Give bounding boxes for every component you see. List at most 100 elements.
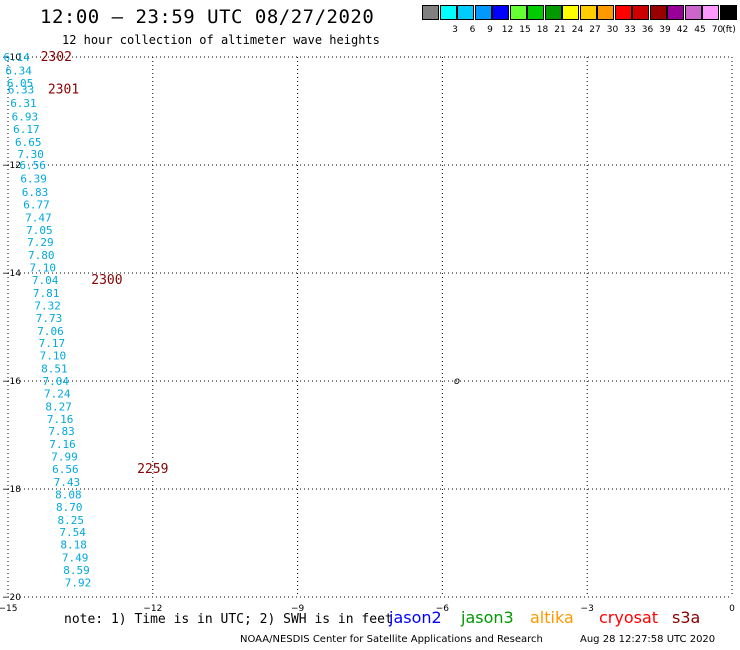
legend-label: 9 — [487, 25, 493, 35]
swh-label: 7.43 — [54, 476, 81, 489]
legend-label: 3 — [452, 25, 458, 35]
legend-label: 42 — [676, 25, 689, 35]
swh-label: 8.27 — [45, 400, 72, 413]
swh-label: 7.32 — [34, 299, 61, 312]
legend-swatch — [439, 5, 457, 20]
legend-swatch — [422, 5, 439, 20]
legend-label: 36 — [641, 25, 654, 35]
swh-label: 7.10 — [40, 350, 67, 363]
swh-label: 6.65 — [15, 136, 42, 149]
lat-tick-label: −12 — [2, 161, 21, 171]
legend-label: 33 — [624, 25, 636, 35]
swh-label: 7.73 — [36, 312, 63, 325]
swh-label: 6.33 — [8, 83, 35, 96]
satellite-altika: altika — [530, 608, 574, 627]
legend-swatch — [492, 5, 509, 20]
credit-line: NOAA/NESDIS Center for Satellite Applica… — [240, 634, 543, 645]
time-label: 2301 — [48, 82, 79, 97]
legend-unit: (ft) — [722, 25, 736, 35]
time-label: 2302 — [41, 50, 72, 65]
swh-label: 6.39 — [20, 173, 47, 186]
swh-label: 7.99 — [51, 451, 78, 464]
page-subtitle: 12 hour collection of altimeter wave hei… — [62, 33, 380, 47]
lon-tick-label: −6 — [436, 604, 450, 614]
island-marker: o — [454, 376, 460, 387]
page-title: 12:00 – 23:59 UTC 08/27/2020 — [40, 6, 375, 28]
satellite-jason2: jason2 — [389, 608, 442, 627]
legend-swatch — [649, 5, 667, 20]
legend-label: 15 — [519, 25, 531, 35]
legend-swatch — [544, 5, 562, 20]
legend-label: 18 — [536, 25, 549, 35]
swh-label: 8.59 — [63, 564, 90, 577]
legend-label: 70 — [711, 25, 724, 35]
legend-label: 39 — [659, 25, 671, 35]
swh-label: 6.31 — [10, 97, 37, 110]
swh-label: 6.93 — [12, 110, 39, 123]
swh-label: 7.05 — [26, 224, 53, 237]
swh-label: 7.80 — [28, 249, 55, 262]
legend-label: 6 — [469, 25, 476, 35]
lat-tick-label: −10 — [2, 53, 21, 63]
swh-label: 7.83 — [48, 425, 75, 438]
legend-swatch — [667, 5, 684, 20]
generation-timestamp: Aug 28 12:27:58 UTC 2020 — [580, 634, 716, 645]
time-label: 2300 — [91, 273, 122, 288]
swh-label: 8.18 — [60, 539, 87, 552]
swh-label: 8.25 — [57, 514, 84, 527]
lat-tick-label: −20 — [2, 593, 21, 603]
swh-label: 6.14 — [3, 51, 30, 64]
swh-label: 7.04 — [32, 274, 59, 287]
swh-label: 7.49 — [62, 552, 89, 565]
swh-label: 6.77 — [23, 198, 50, 211]
legend-label: 24 — [571, 25, 584, 35]
footer-note: note: 1) Time is in UTC; 2) SWH is in fe… — [64, 612, 393, 627]
swh-label: 6.83 — [22, 186, 49, 199]
swh-label: 7.06 — [37, 325, 64, 338]
lon-tick-label: −12 — [143, 604, 162, 614]
swh-label: 8.08 — [55, 488, 82, 501]
swh-label: 6.56 — [19, 159, 46, 172]
swh-label: 6.17 — [13, 123, 40, 136]
legend-swatch — [579, 5, 597, 20]
swh-label: 7.81 — [33, 287, 60, 300]
legend-swatch — [702, 5, 719, 20]
swh-label: 7.10 — [30, 262, 57, 275]
legend-label: 30 — [606, 25, 619, 35]
legend-swatch — [614, 5, 632, 20]
legend-swatch — [474, 5, 492, 20]
swh-label: 7.54 — [59, 526, 86, 539]
swh-label: 7.16 — [49, 438, 76, 451]
swh-label: 7.92 — [65, 576, 92, 589]
swh-label: 8.70 — [56, 501, 83, 514]
legend-swatch — [719, 5, 737, 20]
legend-swatch — [597, 5, 614, 20]
legend-swatch — [509, 5, 527, 20]
lon-tick-label: −3 — [581, 604, 594, 614]
time-label: 2259 — [137, 462, 168, 477]
legend-label: 27 — [589, 25, 601, 35]
legend-swatch — [562, 5, 579, 20]
swh-label: 7.04 — [43, 375, 70, 388]
legend-label: 21 — [554, 25, 566, 35]
legend-swatch — [527, 5, 544, 20]
swh-label: 7.47 — [25, 211, 52, 224]
swh-label: 7.17 — [39, 337, 66, 350]
swh-label: 7.24 — [44, 387, 71, 400]
satellite-jason3: jason3 — [461, 608, 514, 627]
legend-label: 12 — [501, 25, 514, 35]
lon-tick-label: 0 — [729, 604, 735, 614]
satellite-cryosat: cryosat — [599, 608, 659, 627]
legend-swatch — [457, 5, 474, 20]
swh-label: 6.34 — [5, 65, 32, 78]
lon-tick-label: −9 — [291, 604, 305, 614]
legend-swatch — [684, 5, 702, 20]
lat-tick-label: −18 — [2, 485, 21, 495]
swh-label: 7.29 — [27, 236, 54, 249]
swh-label: 7.16 — [47, 413, 74, 426]
lat-tick-label: −16 — [2, 377, 21, 387]
swh-label: 6.05 — [7, 77, 34, 90]
swh-label: 7.30 — [17, 148, 44, 161]
lat-tick-label: −14 — [2, 269, 21, 279]
